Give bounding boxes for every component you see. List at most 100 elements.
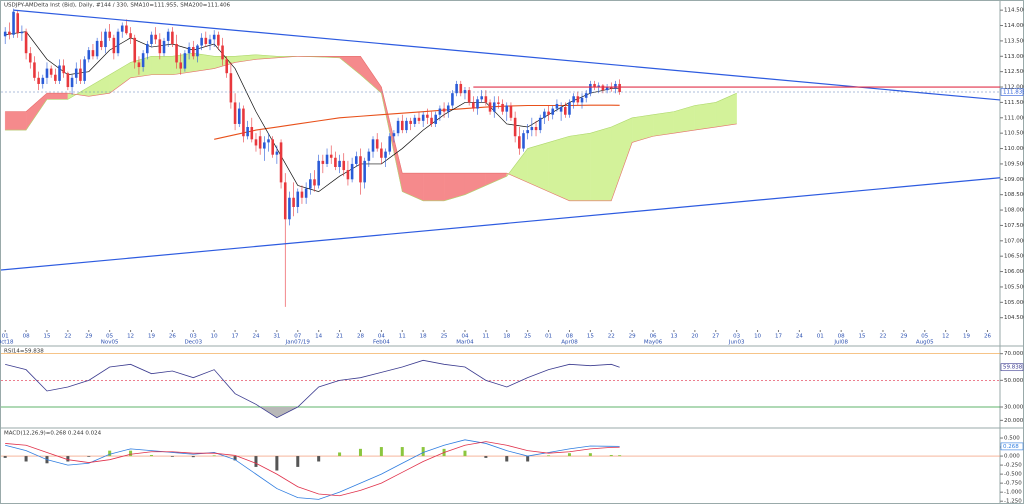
y-tick-label: 108.500: [1004, 192, 1024, 198]
candle-body: [279, 142, 283, 183]
candle-body: [41, 77, 45, 84]
candle-body: [187, 47, 191, 54]
candle-body: [229, 73, 233, 103]
candle-body: [267, 139, 270, 143]
x-month-label: Mar04: [456, 340, 474, 346]
x-tick-label: 03: [733, 334, 740, 340]
x-tick-label: 12: [127, 334, 134, 340]
y-tick-label: 108.000: [1004, 208, 1024, 214]
x-tick-label: 17: [232, 334, 239, 340]
x-tick-label: 19: [963, 334, 970, 340]
histogram-bar: [66, 456, 70, 462]
histogram-bar: [24, 456, 28, 462]
candle-body: [547, 111, 550, 115]
candle-body: [288, 197, 291, 220]
y-tick-label: 111.500: [1004, 100, 1024, 106]
candle-body: [158, 39, 162, 54]
histogram-bar: [567, 453, 571, 457]
candle-body: [392, 133, 396, 137]
candle-body: [141, 53, 145, 68]
candle-body: [258, 136, 262, 149]
price-panel: [1, 8, 1000, 307]
candle-body: [45, 68, 49, 78]
candle-body: [271, 139, 274, 155]
candle-body: [334, 157, 337, 167]
candle-body: [200, 37, 203, 46]
y-tick-label: -0.250: [1004, 463, 1022, 469]
y-tick-label: -0.750: [1004, 481, 1022, 487]
candle-body: [104, 31, 107, 48]
cloud-segment: [694, 102, 716, 131]
candle-body: [146, 43, 149, 54]
x-tick-label: 28: [357, 334, 364, 340]
last-value-box: [1000, 88, 1024, 96]
x-tick-label: 18: [503, 334, 510, 340]
candle-body: [388, 136, 392, 152]
y-tick-label: 113.000: [1004, 54, 1024, 60]
candle-body: [58, 65, 61, 81]
candle-body: [3, 31, 7, 37]
candle-body: [242, 108, 245, 137]
candle-body: [179, 62, 183, 69]
y-tick-label: 112.000: [1004, 85, 1024, 91]
candle-body: [459, 83, 463, 94]
x-tick-label: 17: [775, 334, 782, 340]
x-tick-label: 08: [566, 334, 573, 340]
candle-body: [438, 108, 442, 115]
candle-body: [576, 96, 580, 103]
candle-body: [426, 114, 429, 118]
x-tick-label: 22: [64, 334, 71, 340]
y-tick-label: -1.250: [1004, 499, 1022, 504]
candle-body: [417, 117, 421, 121]
candle-body: [296, 191, 300, 207]
histogram-bar: [358, 448, 362, 457]
candle-body: [375, 139, 379, 149]
candle-body: [100, 40, 103, 48]
x-tick-label: 26: [984, 334, 991, 340]
y-tick-label: 114.000: [1004, 23, 1024, 29]
x-tick-label: 08: [838, 334, 845, 340]
candle-body: [150, 34, 153, 44]
x-tick-label: 13: [670, 334, 677, 340]
rsi-line: [5, 359, 620, 419]
candle-body: [609, 87, 613, 89]
x-tick-label: 08: [23, 334, 30, 340]
y-tick-label: 110.000: [1004, 146, 1024, 152]
histogram-bar: [484, 456, 488, 458]
last-value-box: [1000, 363, 1024, 372]
candle-body: [350, 163, 354, 180]
candle-body: [79, 68, 82, 81]
candle-body: [380, 148, 383, 158]
chart-title: USDJPY-AMDelta Inst (Bid), Daily, #144 /…: [4, 3, 231, 9]
x-tick-label: 24: [796, 334, 803, 340]
candle-body: [300, 191, 304, 198]
candle-body: [87, 50, 91, 60]
candle-body: [342, 160, 346, 171]
candle-body: [217, 34, 220, 46]
candle-body: [497, 102, 500, 104]
histogram-bar: [170, 456, 174, 457]
candle-body: [309, 179, 312, 189]
x-tick-label: 03: [190, 334, 197, 340]
x-month-label: Jun03: [728, 340, 745, 346]
x-tick-label: 12: [942, 334, 949, 340]
y-tick-label: 111.000: [1004, 115, 1024, 121]
y-tick-label: 110.500: [1004, 131, 1024, 137]
candle-body: [405, 120, 408, 131]
histogram-bar: [233, 456, 237, 461]
histogram-bar: [379, 447, 383, 457]
candle-body: [421, 114, 425, 121]
candle-body: [518, 136, 521, 149]
candle-body: [70, 77, 74, 88]
candle-body: [434, 114, 438, 124]
candle-body: [54, 74, 57, 81]
candle-body: [125, 25, 128, 34]
candle-body: [263, 142, 266, 149]
candle-body: [212, 34, 216, 40]
x-month-label: Feb04: [373, 340, 390, 346]
candle-body: [618, 83, 621, 92]
candle-body: [451, 93, 454, 106]
candle-body: [463, 90, 467, 94]
candle-body: [108, 31, 111, 38]
cloud-segment: [569, 132, 591, 202]
